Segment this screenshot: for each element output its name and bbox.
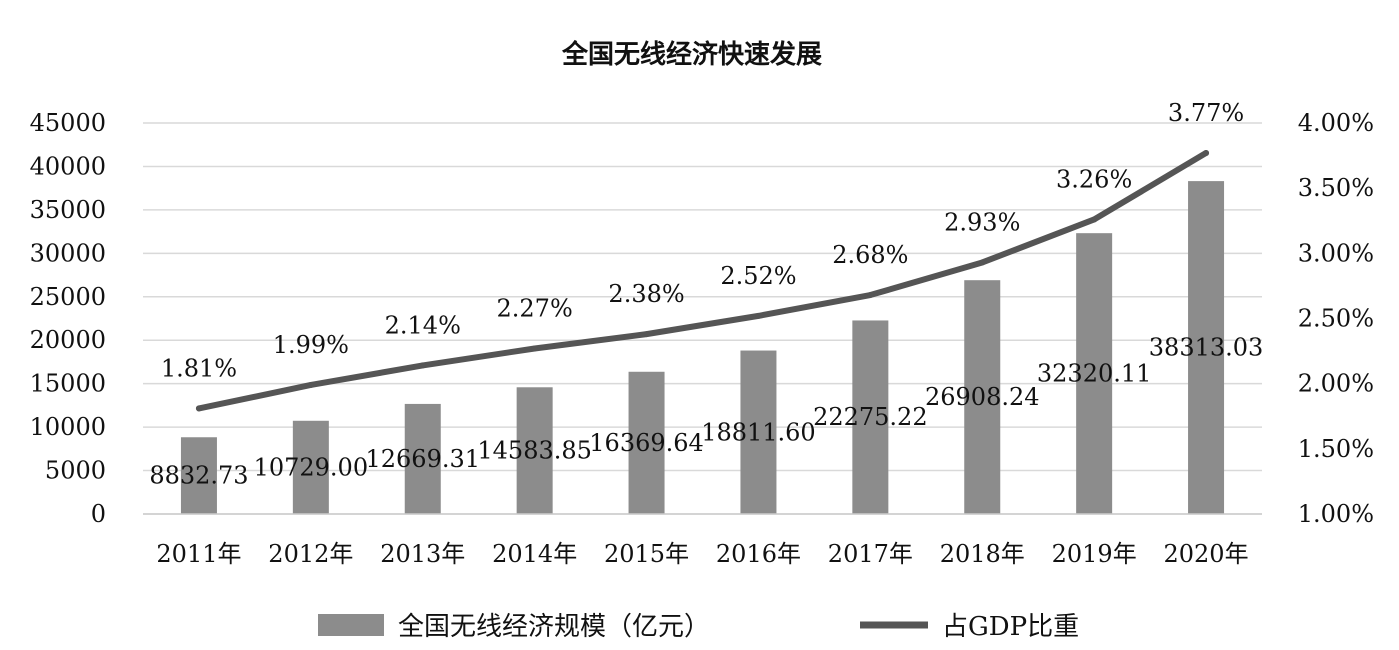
line-path: [195, 149, 1210, 412]
line-value-label: 2.38%: [608, 280, 684, 308]
right-axis-tick-label: 1.00%: [1298, 500, 1374, 528]
line-value-label: 2.93%: [944, 208, 1020, 236]
line-value-label: 1.81%: [161, 354, 237, 382]
line-value-label: 3.77%: [1168, 99, 1244, 127]
left-axis-tick-label: 35000: [30, 196, 106, 224]
bar-value-label: 8832.73: [149, 462, 248, 490]
x-axis-ticks: 2011年 2012年 2013年 2014年 2015年 2016年 2017年 2018年…: [143, 513, 1262, 568]
bar: [404, 403, 441, 514]
bar-value-label: 26908.24: [925, 383, 1040, 411]
line-value-label: 2.68%: [832, 241, 908, 269]
left-axis-tick-label: 10000: [30, 413, 106, 441]
line-value-label: 2.27%: [497, 294, 573, 322]
left-axis-tick-label: 40000: [30, 152, 106, 180]
x-axis-tick-label: 2019年: [1052, 540, 1137, 568]
bar: [740, 350, 777, 514]
bar-value-label: 12669.31: [365, 445, 480, 473]
x-axis-tick-label: 2013年: [380, 540, 465, 568]
legend: 全国无线经济规模（亿元） 占GDP比重: [318, 612, 1079, 642]
bar-value-label: 32320.11: [1037, 360, 1152, 388]
x-axis-tick-label: 2015年: [604, 540, 689, 568]
line-point: [755, 312, 762, 319]
bar-value-label: 10729.00: [254, 453, 369, 481]
left-axis-tick-label: 25000: [30, 283, 106, 311]
line-point: [307, 381, 314, 388]
right-axis-tick-label: 3.00%: [1298, 239, 1374, 267]
bar: [628, 371, 665, 514]
bar: [964, 280, 1001, 514]
line-value-label: 3.26%: [1056, 165, 1132, 193]
line-point: [195, 405, 202, 412]
line-point: [643, 331, 650, 338]
legend-line-label: 占GDP比重: [942, 612, 1079, 642]
left-axis-ticks: 0 5000 10000 15000 20000 25000 30000 35000 40000…: [30, 109, 106, 528]
left-axis-tick-label: 30000: [30, 239, 106, 267]
line-point: [1091, 216, 1098, 223]
right-axis-tick-label: 4.00%: [1298, 109, 1374, 137]
chart-title: 全国无线经济快速发展: [561, 39, 822, 70]
x-axis-tick-label: 2017年: [828, 540, 913, 568]
x-axis-tick-label: 2018年: [940, 540, 1025, 568]
line-point: [419, 362, 426, 369]
x-axis-tick-label: 2016年: [716, 540, 801, 568]
x-axis-tick-label: 2011年: [156, 540, 241, 568]
right-axis-tick-label: 2.50%: [1298, 305, 1374, 333]
legend-bar-label: 全国无线经济规模（亿元）: [398, 612, 710, 642]
bar-value-label: 22275.22: [813, 403, 928, 431]
bar-series: [180, 181, 1225, 515]
bar-value-label: 18811.60: [701, 418, 816, 446]
x-axis-tick-label: 2012年: [268, 540, 353, 568]
line-point: [1203, 149, 1210, 156]
bar-value-label: 14583.85: [477, 437, 592, 465]
bar: [292, 420, 329, 514]
line-value-label: 2.52%: [720, 262, 796, 290]
left-axis-tick-label: 0: [91, 500, 106, 528]
left-axis-tick-label: 45000: [30, 109, 106, 137]
x-axis-tick-label: 2020年: [1164, 540, 1249, 568]
line-value-label: 1.99%: [273, 331, 349, 359]
line-point: [531, 345, 538, 352]
bar: [180, 437, 217, 514]
bar-data-labels: 8832.73 10729.0012669.3114583.8516369.641…: [149, 334, 1263, 490]
bar-value-label: 38313.03: [1149, 334, 1264, 362]
bar: [1076, 233, 1113, 515]
right-axis-ticks: 1.00% 1.50% 2.00% 2.50% 3.00% 3.50% 4.00%: [1298, 109, 1374, 528]
legend-bar-swatch: [318, 614, 384, 636]
right-axis-tick-label: 2.00%: [1298, 370, 1374, 398]
line-series: [195, 149, 1210, 412]
right-axis-tick-label: 3.50%: [1298, 174, 1374, 202]
right-axis-tick-label: 1.50%: [1298, 435, 1374, 463]
left-axis-tick-label: 15000: [30, 370, 106, 398]
bar: [852, 320, 889, 514]
x-axis-tick-label: 2014年: [492, 540, 577, 568]
bar: [1188, 181, 1225, 514]
line-value-label: 2.14%: [385, 311, 461, 339]
bar: [516, 387, 553, 514]
line-point: [867, 292, 874, 299]
line-data-labels: 1.81% 1.99% 2.14% 2.27% 2.38% 2.52% 2.68% 2.93%…: [161, 99, 1244, 382]
left-axis-tick-label: 5000: [45, 457, 106, 485]
left-axis-tick-label: 20000: [30, 326, 106, 354]
bar-value-label: 16369.64: [589, 429, 704, 457]
line-point: [979, 259, 986, 266]
